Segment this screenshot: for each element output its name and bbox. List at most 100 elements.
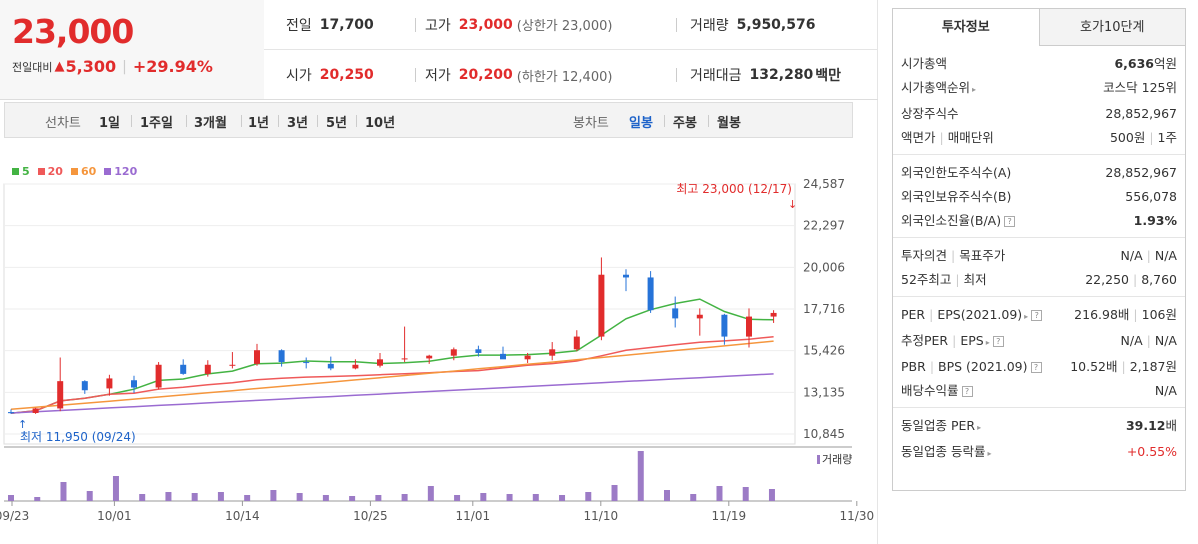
line-chart-label[interactable]: 선차트 — [45, 116, 81, 131]
period-10y[interactable]: 10년 — [365, 116, 396, 131]
tab-order-book[interactable]: 호가10단계 — [1039, 9, 1185, 46]
candle-body — [32, 408, 39, 413]
candle-chart-label[interactable]: 봉차트 — [573, 116, 609, 131]
info-key: 52주최고 | 최저 — [901, 268, 987, 292]
divider: | — [952, 333, 957, 348]
y-tick-label: 13,135 — [803, 385, 845, 399]
quote-row-1: 전일 17,700 고가 23,000 (상한가 23,000) 거래량 5,9… — [264, 0, 878, 50]
period-1w[interactable]: 1주일 — [140, 116, 173, 131]
candle-body — [81, 381, 88, 391]
volume-bar — [322, 495, 329, 501]
volume-bar — [532, 494, 539, 501]
info-row: 외국인한도주식수(A) 28,852,967 — [901, 161, 1177, 185]
divider: | — [1146, 248, 1151, 263]
candle-body — [475, 349, 482, 353]
info-key-text-2: 최저 — [963, 272, 987, 287]
info-key-text: 추정PER — [901, 333, 949, 348]
info-value: 39.12배 — [1126, 414, 1177, 440]
candle-body — [8, 412, 14, 414]
info-key-text: 외국인소진율(B/A) — [901, 213, 1002, 228]
y-tick-label: 15,426 — [803, 344, 845, 358]
candle-body — [623, 274, 629, 278]
volume-bar — [559, 495, 566, 501]
help-icon[interactable]: ? — [1004, 216, 1016, 227]
period-1y[interactable]: 1년 — [248, 116, 270, 131]
volume-label: 거래량 — [822, 453, 852, 466]
divider — [708, 115, 709, 127]
info-value: 500원 | 1주 — [1110, 126, 1177, 150]
volume-bar — [690, 494, 697, 501]
info-row: 외국인보유주식수(B) 556,078 — [901, 185, 1177, 209]
chevron-right-icon[interactable]: ▸ — [972, 85, 977, 94]
info-key-text: PBR — [901, 359, 926, 374]
info-key: 외국인소진율(B/A)? — [901, 209, 1016, 233]
y-tick-label: 17,716 — [803, 302, 845, 316]
info-row: 투자의견 | 목표주가 N/A | N/A — [901, 244, 1177, 268]
x-tick-label: 11/30 — [840, 509, 875, 523]
volume-bar — [585, 492, 592, 501]
candle-body — [524, 355, 531, 360]
period-3m[interactable]: 3개월 — [194, 116, 227, 131]
help-icon[interactable]: ? — [1030, 362, 1042, 373]
info-value: 22,250 | 8,760 — [1085, 268, 1177, 292]
info-value-text-2: 106원 — [1141, 307, 1177, 322]
candle-monthly[interactable]: 월봉 — [717, 116, 741, 131]
low-price: 저가 20,200 (하한가 12,400) — [425, 67, 613, 85]
info-value-text-2: 8,760 — [1141, 272, 1177, 287]
candle-body — [721, 314, 728, 337]
volume-swatch — [817, 455, 820, 464]
y-tick-label: 20,006 — [803, 260, 845, 274]
info-value-text: 39.12 — [1125, 418, 1166, 433]
info-value-text: 코스닥 125위 — [1103, 80, 1177, 95]
divider: | — [1121, 359, 1126, 374]
info-key-text: 시가총액순위 — [901, 80, 971, 95]
info-key-text: 상장주식수 — [901, 106, 959, 121]
chevron-right-icon[interactable]: ▸ — [977, 423, 982, 432]
candle-weekly[interactable]: 주봉 — [673, 116, 697, 131]
info-value-unit: 배 — [1165, 418, 1177, 433]
legend-label: 20 — [47, 165, 63, 178]
quote-table: 전일 17,700 고가 23,000 (상한가 23,000) 거래량 5,9… — [264, 0, 878, 100]
candle-body — [254, 350, 260, 364]
info-row: 추정PER | EPS ▸? N/A | N/A — [901, 329, 1177, 355]
divider — [676, 18, 677, 32]
x-tick-label: 10/14 — [225, 509, 260, 523]
info-key: 외국인한도주식수(A) — [901, 161, 1011, 185]
info-row: PER | EPS(2021.09) ▸? 216.98배 | 106원 — [901, 303, 1177, 329]
min-annotation: 최저 11,950 (09/24) — [20, 430, 136, 444]
ma-60-line — [10, 340, 774, 411]
candle-body — [401, 358, 408, 360]
help-icon[interactable]: ? — [992, 336, 1004, 347]
help-icon[interactable]: ? — [1031, 310, 1043, 321]
info-row: 시가총액 6,636억원 — [901, 52, 1177, 76]
chevron-right-icon[interactable]: ▸ — [987, 449, 992, 458]
info-key: 동일업종 등락률 ▸ — [901, 440, 992, 466]
stock-panel: 23,000 전일대비 ▲ 5,300 | +29.94% 전일 17,700 … — [0, 0, 878, 544]
change-percent: +29.94% — [132, 57, 213, 76]
volume-bar — [349, 496, 356, 501]
candle-body — [229, 364, 236, 366]
help-icon[interactable]: ? — [961, 386, 973, 397]
ma-legend: 5 20 60 120 — [12, 165, 137, 178]
divider — [131, 115, 132, 127]
info-value: 코스닥 125위 — [1103, 76, 1177, 102]
info-key-text: 외국인보유주식수(B) — [901, 189, 1012, 204]
chevron-right-icon[interactable]: ▸ — [1024, 312, 1029, 321]
x-tick-label: 10/25 — [353, 509, 388, 523]
volume-bar — [139, 494, 146, 501]
tab-investment-info[interactable]: 투자정보 — [893, 9, 1040, 46]
period-3y[interactable]: 3년 — [287, 116, 309, 131]
divider — [241, 115, 242, 127]
period-5y[interactable]: 5년 — [326, 116, 348, 131]
volume-bar — [611, 485, 618, 501]
divider — [415, 68, 416, 82]
info-value-text: N/A — [1154, 383, 1177, 398]
info-value-text: 1.93% — [1133, 213, 1177, 228]
volume-bar — [742, 487, 749, 501]
info-value-text: +0.55% — [1126, 444, 1177, 459]
info-key: 시가총액순위 ▸ — [901, 76, 976, 102]
chevron-right-icon[interactable]: ▸ — [985, 338, 990, 347]
divider: | — [1146, 333, 1151, 348]
candle-daily[interactable]: 일봉 — [629, 116, 653, 131]
period-1d[interactable]: 1일 — [99, 116, 121, 131]
